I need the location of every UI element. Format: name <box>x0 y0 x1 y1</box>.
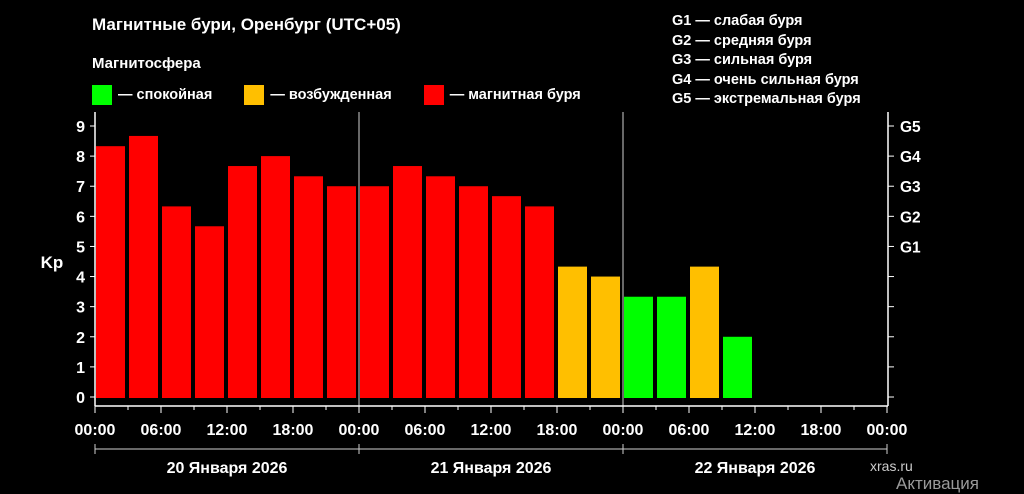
kp-bar-20 <box>723 336 752 398</box>
x-tick-label-6: 12:00 <box>471 422 512 439</box>
legend-item-storm: — магнитная буря <box>423 85 581 105</box>
kp-bar-9 <box>360 186 389 398</box>
y-tick-label-4: 4 <box>76 270 85 287</box>
kp-bar-15 <box>558 266 587 398</box>
kp-bar-6 <box>261 156 290 398</box>
legend-label-active: — возбужденная <box>270 87 392 103</box>
legend-swatch-active <box>244 85 265 105</box>
y-tick-label-3: 3 <box>76 300 85 317</box>
kp-bar-10 <box>393 166 422 398</box>
kp-bar-14 <box>525 206 554 398</box>
x-tick-label-5: 06:00 <box>405 422 446 439</box>
watermark: xras.ru <box>870 458 913 474</box>
g-legend-g5: G5 — экстремальная буря <box>672 91 861 108</box>
x-tick-label-1: 06:00 <box>141 422 182 439</box>
x-tick-label-8: 00:00 <box>603 422 644 439</box>
x-tick-label-2: 12:00 <box>207 422 248 439</box>
kp-bar-7 <box>294 176 323 398</box>
day-label-3: 22 Января 2026 <box>695 460 816 477</box>
legend-title: Магнитосфера <box>92 55 201 72</box>
y-tick-label-5: 5 <box>76 239 85 256</box>
status-legend: — спокойная — возбужденная — магнитная б… <box>92 84 613 106</box>
kp-bar-5 <box>228 166 257 398</box>
x-tick-label-12: 00:00 <box>867 422 908 439</box>
g-legend-g3: G3 — сильная буря <box>672 52 813 69</box>
kp-bar-17 <box>624 296 653 398</box>
y-tick-label-0: 0 <box>76 390 85 407</box>
kp-bar-11 <box>426 176 455 398</box>
kp-bar-16 <box>591 276 620 398</box>
x-tick-label-11: 18:00 <box>801 422 842 439</box>
y-tick-label-6: 6 <box>76 209 85 226</box>
x-tick-label-7: 18:00 <box>537 422 578 439</box>
kp-bar-1 <box>96 146 125 398</box>
kp-bar-8 <box>327 186 356 398</box>
g-legend-g2: G2 — средняя буря <box>672 32 812 49</box>
g-tick-label-g1: G1 <box>900 239 921 256</box>
g-legend-g1: G1 — слабая буря <box>672 13 803 29</box>
chart-title: Магнитные бури, Оренбург (UTC+05) <box>92 15 401 34</box>
kp-bar-13 <box>492 196 521 398</box>
legend-swatch-storm <box>423 85 444 105</box>
y-tick-label-2: 2 <box>76 330 85 347</box>
legend-item-quiet: — спокойная <box>92 85 212 105</box>
kp-bar-12 <box>459 186 488 398</box>
activation-text: Активация <box>896 474 979 493</box>
x-tick-label-3: 18:00 <box>273 422 314 439</box>
kp-bar-2 <box>129 135 158 399</box>
g-legend-g4: G4 — очень сильная буря <box>672 71 859 88</box>
day-label-2: 21 Января 2026 <box>431 460 552 477</box>
y-tick-label-7: 7 <box>76 179 85 196</box>
g-tick-label-g3: G3 <box>900 179 921 196</box>
x-tick-label-10: 12:00 <box>735 422 776 439</box>
g-scale-legend: G1 — слабая буря G2 — средняя буря G3 — … <box>672 12 861 110</box>
y-tick-label-1: 1 <box>76 360 85 377</box>
g-tick-label-g4: G4 <box>900 149 921 166</box>
kp-bar-4 <box>195 226 224 398</box>
g-tick-label-g2: G2 <box>900 209 921 226</box>
legend-item-active: — возбужденная <box>244 85 392 105</box>
x-tick-label-9: 06:00 <box>669 422 710 439</box>
y-tick-label-9: 9 <box>76 119 85 136</box>
legend-label-storm: — магнитная буря <box>449 87 581 103</box>
x-tick-label-4: 00:00 <box>339 422 380 439</box>
day-label-1: 20 Января 2026 <box>167 460 288 477</box>
legend-swatch-quiet <box>92 85 112 105</box>
y-tick-label-8: 8 <box>76 149 85 166</box>
legend-label-quiet: — спокойная <box>118 87 213 103</box>
kp-bar-3 <box>162 206 191 398</box>
y-axis-label: Kp <box>41 253 64 272</box>
kp-bar-19 <box>690 266 719 398</box>
x-tick-label-0: 00:00 <box>75 422 116 439</box>
kp-bar-18 <box>657 296 686 398</box>
g-tick-label-g5: G5 <box>900 119 921 136</box>
